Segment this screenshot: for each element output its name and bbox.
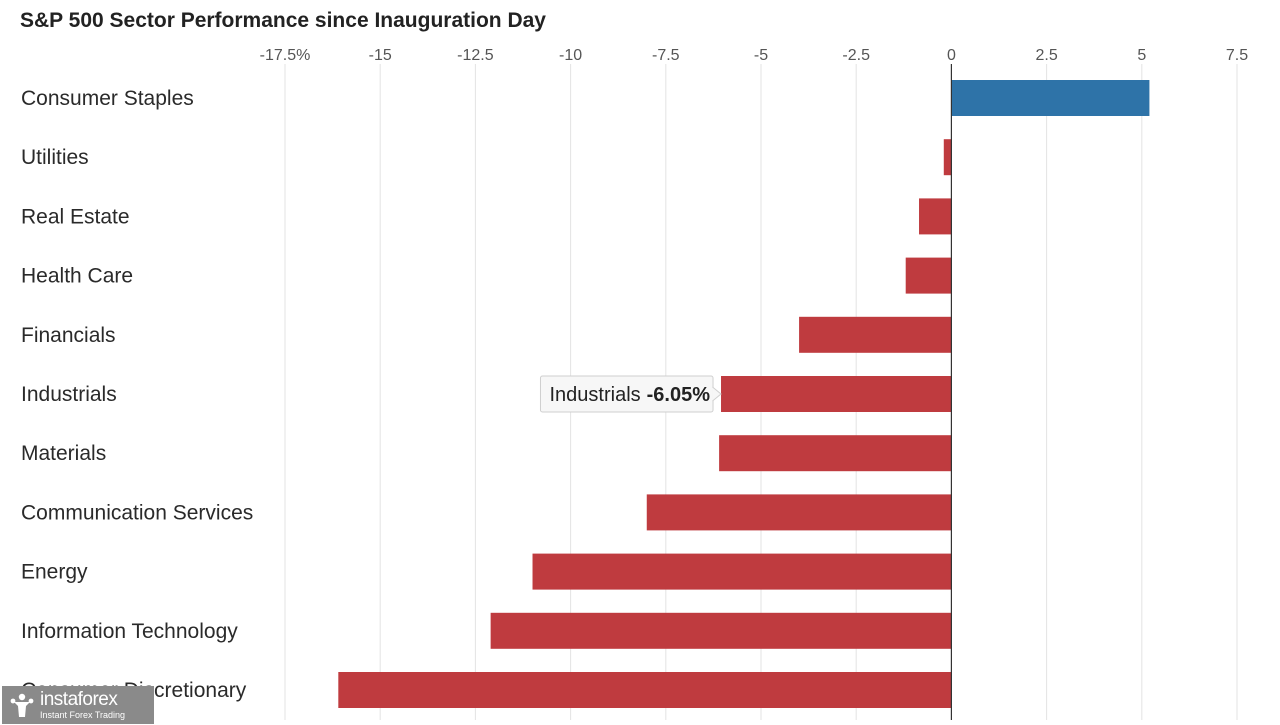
category-labels: Consumer Staples Utilities Real Estate Heal…	[21, 87, 253, 702]
tooltip-category: Industrials	[549, 384, 640, 406]
tooltip-value: -6.05%	[647, 384, 711, 406]
bar-financials[interactable]	[799, 316, 952, 353]
x-tick-label: 5	[1137, 47, 1146, 64]
category-label: Materials	[21, 442, 106, 465]
tooltip-text: Industrials -6.05%	[549, 384, 710, 406]
bar-energy[interactable]	[532, 553, 952, 590]
bar-materials[interactable]	[719, 435, 952, 472]
chart-title: S&P 500 Sector Performance since Inaugur…	[20, 9, 546, 32]
bar-consumer-discretionary[interactable]	[338, 672, 952, 708]
category-label: Industrials	[21, 383, 117, 406]
bar-health-care[interactable]	[905, 257, 952, 294]
tooltip: Industrials -6.05%	[539, 375, 722, 413]
x-axis-ticks: -17.5% -15 -12.5 -10 -7.5 -5 -2.5 0 2.5 5 7.5	[260, 47, 1249, 64]
x-tick-label: -10	[559, 47, 582, 64]
category-label: Consumer Staples	[21, 87, 194, 110]
x-tick-label: -5	[754, 47, 768, 64]
category-label: Communication Services	[21, 501, 253, 524]
instaforex-watermark: instaforex Instant Forex Trading	[2, 686, 154, 724]
category-label: Financials	[21, 324, 116, 347]
bar-utilities[interactable]	[943, 139, 952, 176]
category-label: Information Technology	[21, 620, 238, 643]
category-label: Health Care	[21, 265, 133, 288]
watermark-tagline: Instant Forex Trading	[40, 710, 126, 720]
watermark-brand: instaforex	[40, 689, 118, 710]
x-tick-label: -7.5	[652, 47, 680, 64]
x-tick-label: 0	[947, 47, 956, 64]
bars	[338, 80, 1150, 708]
x-tick-label: -2.5	[842, 47, 870, 64]
x-tick-label: -15	[369, 47, 392, 64]
bar-industrials[interactable]	[721, 376, 952, 412]
bar-information-technology[interactable]	[490, 612, 952, 649]
tooltip-pointer	[712, 386, 722, 402]
bar-communication-services[interactable]	[646, 494, 952, 531]
instaforex-logo-icon	[10, 693, 34, 717]
x-tick-label: -12.5	[457, 47, 494, 64]
x-tick-label: 2.5	[1035, 47, 1057, 64]
bar-real-estate[interactable]	[919, 198, 952, 235]
bar-consumer-staples[interactable]	[951, 80, 1150, 116]
category-label: Energy	[21, 561, 88, 584]
x-tick-label: -17.5%	[260, 47, 311, 64]
category-label: Real Estate	[21, 205, 130, 228]
x-tick-label: 7.5	[1226, 47, 1248, 64]
category-label: Utilities	[21, 146, 89, 169]
